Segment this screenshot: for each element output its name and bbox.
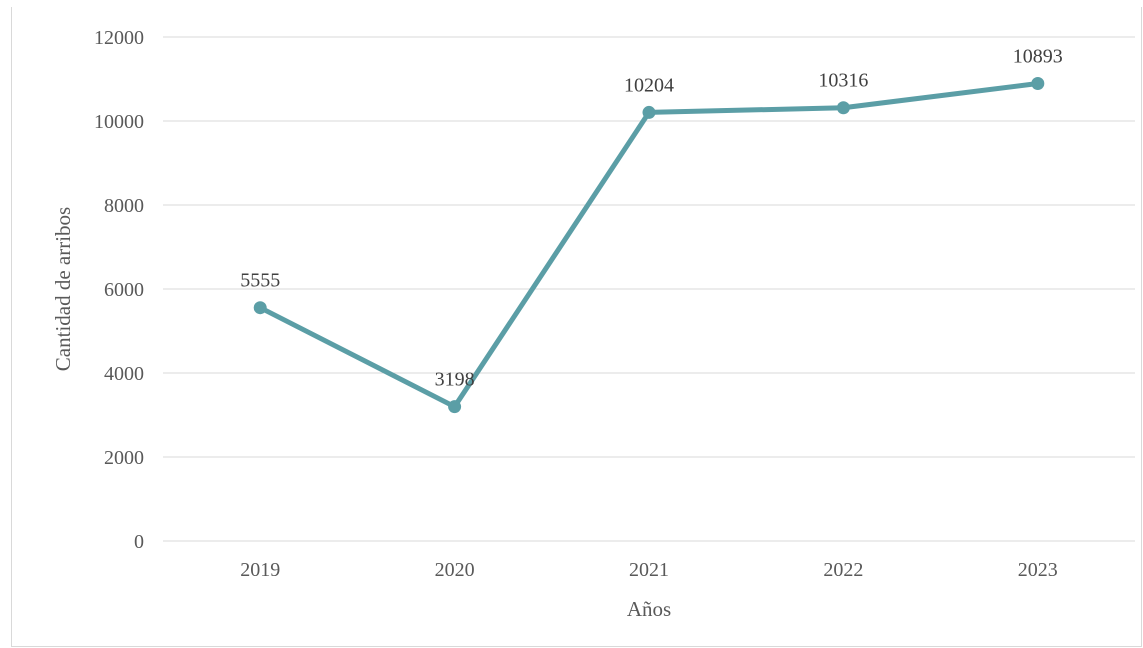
gridlines <box>163 36 1135 542</box>
x-axis-title: Años <box>627 597 671 621</box>
data-point <box>448 400 462 414</box>
data-point <box>1031 76 1045 90</box>
x-tick-label: 2019 <box>240 559 280 581</box>
series-line <box>257 80 1041 410</box>
y-tick-label: 12000 <box>94 27 144 49</box>
series-line-layer <box>257 80 1041 410</box>
data-point <box>253 301 267 315</box>
y-tick-label: 4000 <box>104 363 144 385</box>
y-tick-label: 8000 <box>104 195 144 217</box>
chart-frame <box>11 7 1142 647</box>
data-label: 3198 <box>435 369 475 391</box>
y-tick-label: 10000 <box>94 111 144 133</box>
data-label: 10893 <box>1013 45 1063 67</box>
y-tick-label: 0 <box>134 531 144 553</box>
x-axis-ticks: 2019 2020 2021 2022 2023 <box>240 559 1058 581</box>
y-axis-title: Cantidad de arribos <box>51 207 75 371</box>
data-label: 5555 <box>240 270 280 292</box>
data-labels: 5555 3198 10204 10316 10893 <box>240 45 1063 390</box>
data-point <box>642 105 656 119</box>
y-tick-label: 6000 <box>104 279 144 301</box>
x-tick-label: 2022 <box>823 559 863 581</box>
data-label: 10204 <box>624 74 674 96</box>
x-tick-label: 2023 <box>1018 559 1058 581</box>
data-point <box>836 101 850 115</box>
y-axis-ticks: 0 2000 4000 6000 8000 10000 12000 <box>94 27 144 553</box>
data-label: 10316 <box>818 70 868 92</box>
x-tick-label: 2020 <box>435 559 475 581</box>
series-points <box>253 76 1045 414</box>
y-tick-label: 2000 <box>104 447 144 469</box>
x-tick-label: 2021 <box>629 559 669 581</box>
